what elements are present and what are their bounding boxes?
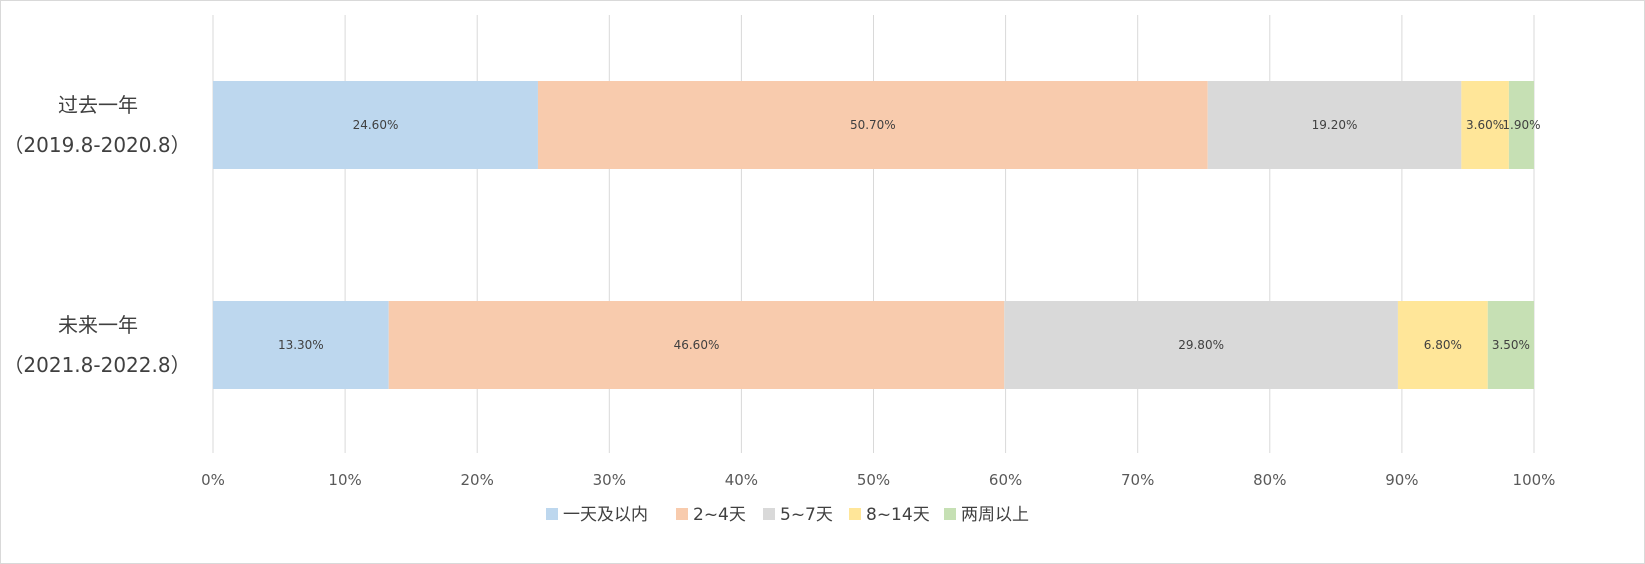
x-tick-label: 30% bbox=[593, 471, 626, 489]
x-tick-label: 0% bbox=[201, 471, 225, 489]
legend-label: 两周以上 bbox=[961, 505, 1029, 525]
x-tick-label: 60% bbox=[989, 471, 1022, 489]
data-label: 29.80% bbox=[1178, 338, 1224, 352]
bar-segment bbox=[1004, 301, 1398, 389]
data-label: 1.90% bbox=[1502, 118, 1540, 132]
legend-swatch bbox=[944, 508, 956, 520]
x-tick-label: 40% bbox=[725, 471, 758, 489]
bar-segment bbox=[1397, 301, 1488, 389]
bar-segment bbox=[388, 301, 1005, 389]
legend-label: 2~4天 bbox=[693, 505, 746, 525]
legend-label: 8~14天 bbox=[866, 505, 930, 525]
data-label: 46.60% bbox=[674, 338, 720, 352]
data-label: 24.60% bbox=[353, 118, 399, 132]
legend-swatch bbox=[763, 508, 775, 520]
x-tick-label: 50% bbox=[857, 471, 890, 489]
data-label: 3.50% bbox=[1492, 338, 1530, 352]
category-label: （2021.8-2022.8） bbox=[3, 353, 190, 377]
legend-swatch bbox=[676, 508, 688, 520]
data-label: 13.30% bbox=[278, 338, 324, 352]
bar-segment bbox=[1487, 301, 1534, 389]
legend-swatch bbox=[546, 508, 558, 520]
x-tick-label: 20% bbox=[461, 471, 494, 489]
bar-segment bbox=[1461, 81, 1509, 169]
bar-segment bbox=[1207, 81, 1462, 169]
bar-segment bbox=[1508, 81, 1534, 169]
x-tick-label: 70% bbox=[1121, 471, 1154, 489]
category-label: 未来一年 bbox=[58, 313, 138, 337]
x-tick-label: 10% bbox=[328, 471, 361, 489]
data-label: 19.20% bbox=[1312, 118, 1358, 132]
data-label: 6.80% bbox=[1424, 338, 1462, 352]
category-label: （2019.8-2020.8） bbox=[3, 133, 190, 157]
legend-label: 5~7天 bbox=[780, 505, 833, 525]
x-tick-label: 90% bbox=[1385, 471, 1418, 489]
bar-segment bbox=[213, 301, 389, 389]
legend-swatch bbox=[849, 508, 861, 520]
x-tick-label: 100% bbox=[1513, 471, 1556, 489]
data-label: 50.70% bbox=[850, 118, 896, 132]
legend-label: 一天及以内 bbox=[563, 505, 648, 525]
x-tick-label: 80% bbox=[1253, 471, 1286, 489]
bar-segment bbox=[537, 81, 1208, 169]
bar-segment bbox=[213, 81, 538, 169]
category-label: 过去一年 bbox=[58, 93, 138, 117]
data-label: 3.60% bbox=[1466, 118, 1504, 132]
